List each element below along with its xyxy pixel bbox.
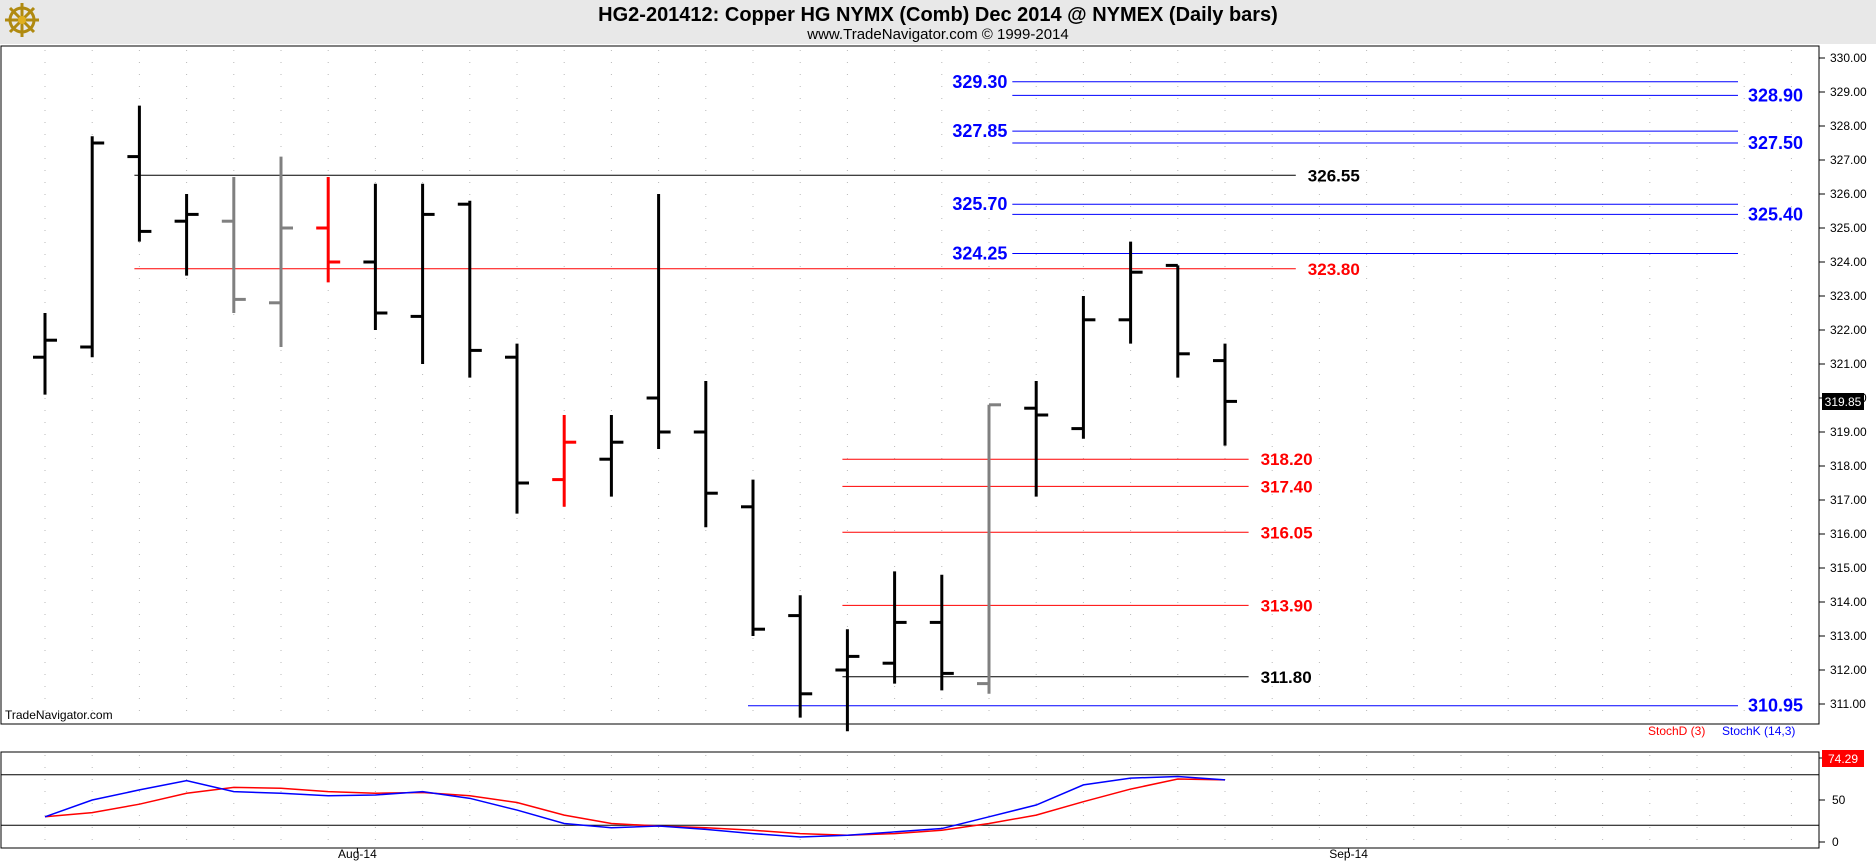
watermark: TradeNavigator.com [5,708,113,722]
level-label: 326.55 [1308,166,1360,185]
level-label: 316.05 [1261,523,1313,542]
stochastic-panel [0,751,1820,849]
price-axis-label: 326.00 [1830,187,1867,201]
price-axis-label: 312.00 [1830,663,1867,677]
price-axis-label: 325.00 [1830,221,1867,235]
level-label: 329.30 [952,72,1007,92]
price-axis-label: 313.00 [1830,629,1867,643]
price-axis-label: 324.00 [1830,255,1867,269]
price-axis-label: 319.00 [1830,425,1867,439]
stochastic-layer [1,774,1819,838]
price-axis-label: 317.00 [1830,493,1867,507]
price-axis-label: 330.00 [1830,51,1867,65]
last-price-label: 319.85 [1825,395,1862,409]
level-label: 328.90 [1748,85,1803,105]
date-axis-label: Aug-14 [338,847,377,861]
price-axis-label: 321.00 [1830,357,1867,371]
chart-subtitle: www.TradeNavigator.com © 1999-2014 [806,26,1068,43]
price-axis-label: 328.00 [1830,119,1867,133]
stoch-series-line [44,778,1226,837]
stoch-last-label: 74.29 [1828,752,1858,766]
header-band [0,0,1876,44]
level-label: 313.90 [1261,596,1313,615]
stoch-axis-label: 0 [1832,835,1839,849]
ship-wheel-logo-icon [5,3,39,37]
level-label: 323.80 [1308,260,1360,279]
level-label: 310.95 [1748,696,1803,716]
price-axis-label: 314.00 [1830,595,1867,609]
price-axis-label: 329.00 [1830,85,1867,99]
stoch-series-line [44,775,1226,838]
level-label: 311.80 [1261,668,1312,687]
price-axis-label: 311.00 [1830,697,1866,711]
price-axis-label: 327.00 [1830,153,1867,167]
level-label: 317.40 [1261,477,1313,496]
axis-layer: 330.00 329.00 328.00 327.00 326.00 325.00 324.… [338,51,1867,861]
legend-stochd: StochD (3) [1648,724,1705,738]
stoch-axis-label: 50 [1832,793,1846,807]
price-axis-label: 318.00 [1830,459,1867,473]
date-axis-label: Sep-14 [1329,847,1368,861]
price-panel [0,45,1820,725]
bars-layer [33,105,1237,732]
legend-stochk: StochK (14,3) [1722,724,1795,738]
level-label: 325.70 [952,194,1007,214]
last-price-box [1822,393,1864,410]
levels-layer: 329.30 328.90 327.85 327.50 326.55 325.70 325.… [134,72,1803,716]
price-axis-label: 323.00 [1830,289,1867,303]
price-axis-label: 322.00 [1830,323,1867,337]
level-label: 324.25 [952,244,1007,264]
price-axis-label: 316.00 [1830,527,1867,541]
level-label: 327.85 [952,121,1007,141]
stoch-last-box [1822,750,1864,767]
level-label: 318.20 [1261,450,1313,469]
price-axis-label: 315.00 [1830,561,1867,575]
level-label: 325.40 [1748,204,1803,224]
level-label: 327.50 [1748,133,1803,153]
chart-title: HG2-201412: Copper HG NYMX (Comb) Dec 20… [598,4,1278,26]
